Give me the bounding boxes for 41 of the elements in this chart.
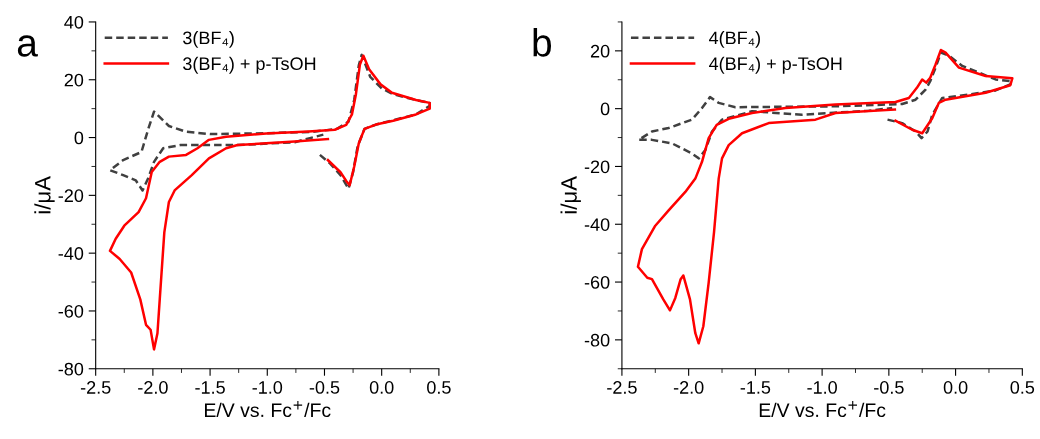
y-tick-label: 20 (590, 44, 610, 58)
legend-label: 4(BF₄) + p-TsOH (709, 56, 842, 74)
x-tick-label: -1.0 (252, 381, 283, 394)
x-tick-label: -0.5 (874, 381, 904, 394)
x-tick-label: -1.0 (807, 381, 837, 394)
y-tick-label: -40 (584, 218, 610, 231)
legend-label: 4(BF₄) (709, 30, 760, 48)
x-tick-label: 0.5 (427, 381, 451, 394)
y-tick-label: -20 (584, 160, 610, 174)
x-tick-label: 0.0 (943, 381, 968, 394)
x-tick-label: 0.0 (369, 381, 394, 394)
y-tick-label: -80 (584, 333, 610, 347)
legend-label: 3(BF₄) + p-TsOH (183, 56, 316, 74)
x-tick-label: 0.5 (1010, 381, 1035, 394)
y-tick-label: -60 (584, 275, 610, 289)
x-axis-title: E/V vs. Fc$^{+}$/Fc (205, 400, 331, 418)
y-axis-title: i/μA (560, 176, 581, 214)
y-tick-label: 20 (64, 73, 84, 87)
y-tick-label: -40 (58, 247, 84, 260)
x-tick-label: -2.0 (673, 381, 704, 394)
y-tick-label: -20 (58, 189, 84, 203)
line-series (637, 51, 1013, 160)
x-tick-label: -1.5 (195, 381, 225, 394)
line-series (108, 53, 431, 192)
text: b (533, 28, 552, 57)
x-tick-label: -2.5 (80, 381, 111, 394)
y-tick-label: 0 (74, 131, 84, 145)
legend-label: 3(BF₄) (183, 30, 234, 48)
y-tick-label: -60 (58, 304, 84, 318)
x-axis-title: E/V vs. Fc$^{+}$/Fc (759, 400, 886, 418)
x-tick-label: -1.5 (740, 381, 771, 394)
x-tick-label: -2.5 (607, 381, 637, 394)
line-series (108, 54, 431, 351)
y-tick-label: 0 (600, 102, 610, 116)
y-tick-label: -80 (58, 362, 84, 376)
y-axis-title: i/μA (34, 176, 55, 214)
x-tick-label: -2.0 (138, 381, 168, 394)
y-tick-label: 40 (64, 15, 84, 29)
x-tick-label: -0.5 (309, 381, 340, 394)
line-series (636, 48, 1014, 345)
text: a (17, 35, 38, 57)
